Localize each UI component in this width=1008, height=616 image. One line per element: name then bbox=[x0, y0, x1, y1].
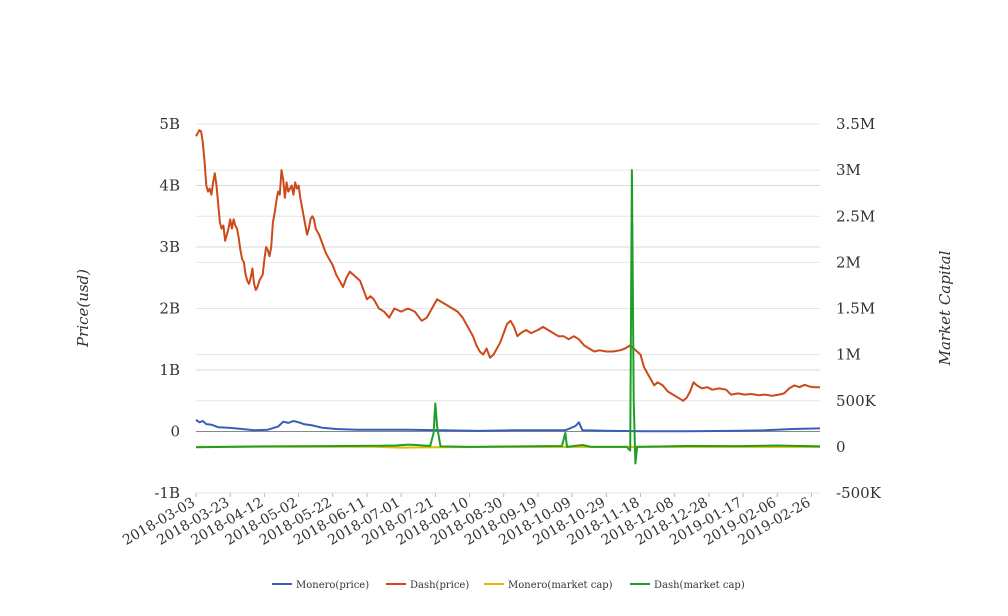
y-left-tick-label: 0 bbox=[170, 423, 180, 441]
legend-item: Monero(market cap) bbox=[484, 580, 613, 591]
y-right-tick-label: 0 bbox=[836, 438, 846, 456]
y-right-tick-label: 2.5M bbox=[836, 207, 875, 225]
y-left-tick-label: 3B bbox=[159, 238, 180, 256]
y-axis-left-title: Price(usd) bbox=[74, 269, 92, 348]
series-line bbox=[195, 418, 821, 433]
series-line bbox=[195, 129, 820, 402]
y-left-tick-label: 4B bbox=[159, 177, 180, 195]
y-right-tick-label: 3M bbox=[836, 161, 861, 179]
legend-label: Monero(price) bbox=[296, 580, 369, 591]
grid-lines bbox=[196, 123, 820, 494]
y-right-tick-label: 3.5M bbox=[836, 115, 875, 133]
x-axis-ticks: 2018-03-032018-03-232018-04-122018-05-02… bbox=[120, 493, 814, 549]
legend-label: Dash(price) bbox=[410, 580, 469, 591]
y-left-tick-label: 2B bbox=[159, 300, 180, 318]
y-right-tick-label: 1M bbox=[836, 346, 861, 364]
legend-item: Dash(market cap) bbox=[630, 580, 745, 591]
series-lines bbox=[195, 129, 821, 465]
series-line bbox=[195, 169, 821, 465]
legend-item: Dash(price) bbox=[386, 580, 469, 591]
y-right-tick-label: -500K bbox=[836, 484, 882, 502]
legend-label: Dash(market cap) bbox=[654, 580, 745, 591]
y-right-tick-label: 1.5M bbox=[836, 300, 875, 318]
y-right-tick-label: 500K bbox=[836, 392, 877, 410]
y-axis-left-ticks: -1B 0 1B 2B 3B 4B 5B bbox=[154, 115, 180, 502]
legend-label: Monero(market cap) bbox=[508, 580, 613, 591]
y-axis-right-ticks: -500K 0 500K 1M 1.5M 2M 2.5M 3M 3.5M bbox=[836, 115, 882, 502]
y-left-tick-label: 5B bbox=[159, 115, 180, 133]
legend: Monero(price) Dash(price) Monero(market ca… bbox=[272, 580, 745, 591]
y-left-tick-label: -1B bbox=[154, 484, 180, 502]
y-axis-right-title: Market Capital bbox=[936, 250, 954, 366]
legend-item: Monero(price) bbox=[272, 580, 369, 591]
y-left-tick-label: 1B bbox=[159, 361, 180, 379]
y-right-tick-label: 2M bbox=[836, 253, 861, 271]
